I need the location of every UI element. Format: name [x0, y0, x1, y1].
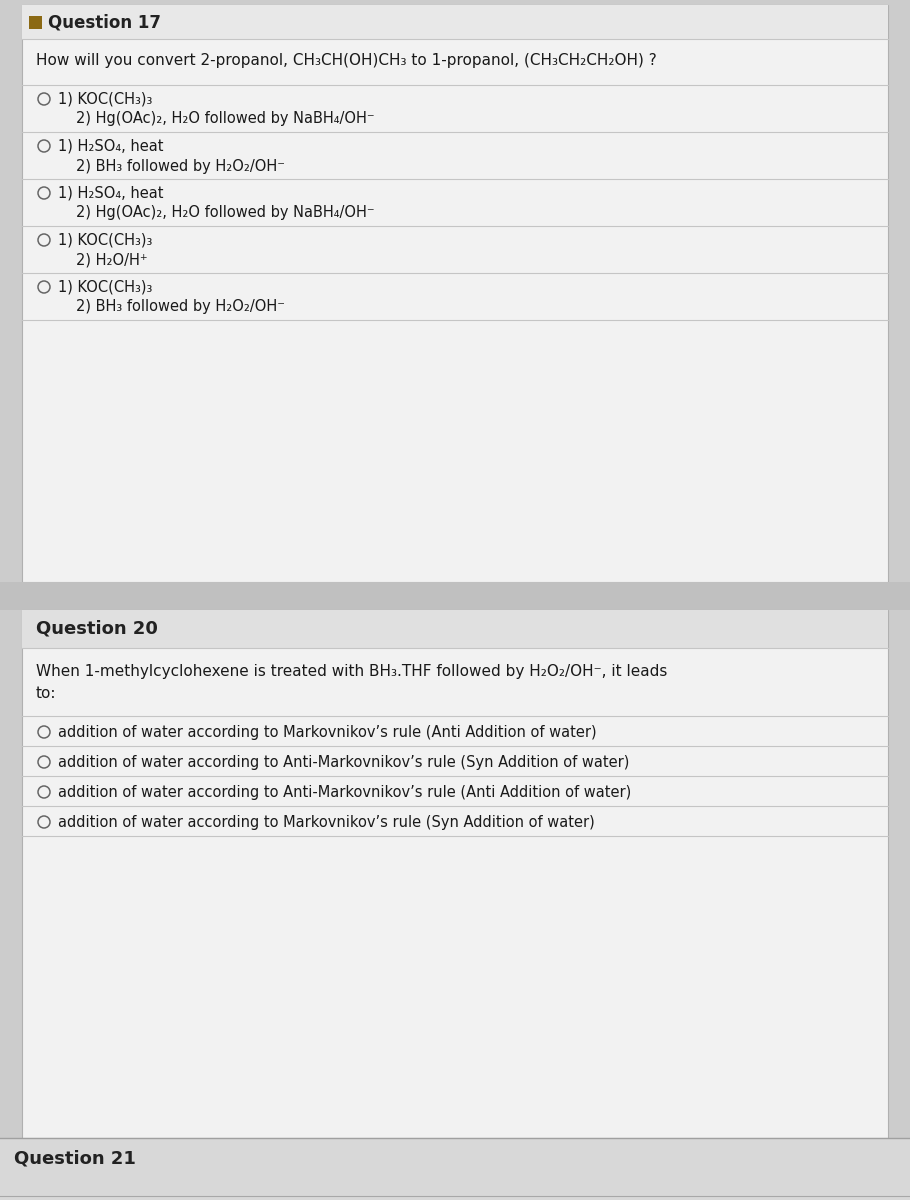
Text: addition of water according to Anti-Markovnikov’s rule (Anti Addition of water): addition of water according to Anti-Mark… [58, 785, 632, 799]
FancyBboxPatch shape [22, 610, 888, 648]
Text: 1) H₂SO₄, heat: 1) H₂SO₄, heat [58, 138, 164, 154]
Text: 2) H₂O/H⁺: 2) H₂O/H⁺ [76, 252, 147, 268]
Text: 2) BH₃ followed by H₂O₂/OH⁻: 2) BH₃ followed by H₂O₂/OH⁻ [76, 158, 285, 174]
FancyBboxPatch shape [22, 5, 888, 582]
Text: Question 20: Question 20 [36, 620, 157, 638]
FancyBboxPatch shape [29, 16, 42, 29]
FancyBboxPatch shape [22, 5, 888, 38]
Text: 2) BH₃ followed by H₂O₂/OH⁻: 2) BH₃ followed by H₂O₂/OH⁻ [76, 300, 285, 314]
Text: addition of water according to Markovnikov’s rule (Syn Addition of water): addition of water according to Markovnik… [58, 815, 595, 829]
Text: How will you convert 2-propanol, CH₃CH(OH)CH₃ to 1-propanol, (CH₃CH₂CH₂OH) ?: How will you convert 2-propanol, CH₃CH(O… [36, 53, 657, 68]
FancyBboxPatch shape [0, 1138, 910, 1200]
Text: Question 21: Question 21 [14, 1150, 136, 1168]
Text: 1) KOC(CH₃)₃: 1) KOC(CH₃)₃ [58, 233, 152, 247]
Text: When 1-methylcyclohexene is treated with BH₃.THF followed by H₂O₂/OH⁻, it leads
: When 1-methylcyclohexene is treated with… [36, 664, 667, 701]
Text: 1) H₂SO₄, heat: 1) H₂SO₄, heat [58, 186, 164, 200]
Text: 2) Hg(OAc)₂, H₂O followed by NaBH₄/OH⁻: 2) Hg(OAc)₂, H₂O followed by NaBH₄/OH⁻ [76, 112, 375, 126]
Text: 1) KOC(CH₃)₃: 1) KOC(CH₃)₃ [58, 91, 152, 107]
FancyBboxPatch shape [22, 610, 888, 1138]
Text: addition of water according to Markovnikov’s rule (Anti Addition of water): addition of water according to Markovnik… [58, 725, 597, 739]
Text: addition of water according to Anti-Markovnikov’s rule (Syn Addition of water): addition of water according to Anti-Mark… [58, 755, 630, 769]
Text: 1) KOC(CH₃)₃: 1) KOC(CH₃)₃ [58, 280, 152, 294]
Text: 2) Hg(OAc)₂, H₂O followed by NaBH₄/OH⁻: 2) Hg(OAc)₂, H₂O followed by NaBH₄/OH⁻ [76, 205, 375, 221]
FancyBboxPatch shape [0, 582, 910, 610]
Text: Question 17: Question 17 [48, 13, 161, 31]
